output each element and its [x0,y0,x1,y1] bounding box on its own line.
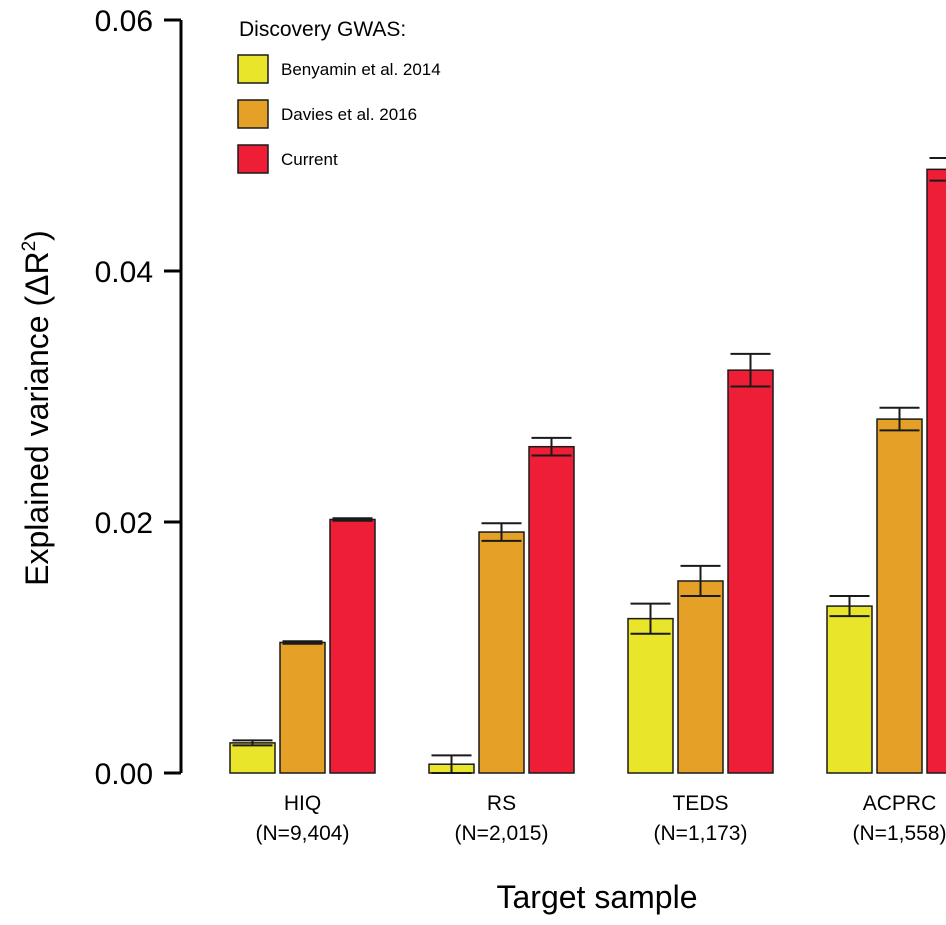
bar-teds-series-1 [627,617,674,774]
bars-group [229,157,946,774]
bar-teds-series-3 [727,369,774,774]
bar-rs-series-2 [478,531,525,774]
y-axis-title-main: Explained variance (ΔR [19,251,55,585]
y-tick-label: 0.04 [95,256,153,289]
y-axis-title-superscript: 2 [19,241,40,252]
bar-hiq-series-2 [279,641,326,774]
category-sample-size: (N=9,404) [256,822,350,845]
category-label: ACPRC [863,792,937,815]
category-label: RS [487,792,516,815]
category-label: HIQ [284,792,321,815]
bar-hiq-series-3 [329,518,376,774]
y-axis-title: Explained variance (ΔR2) [19,230,55,586]
x-axis-title: Target sample [497,879,698,915]
category-sample-size: (N=2,015) [455,822,549,845]
bar-acprc-series-2 [876,418,923,774]
category-labels: HIQ (N=9,404) RS (N=2,015) TEDS (N=1,173) ACPR… [256,792,946,845]
category-label: TEDS [672,792,728,815]
legend-label: Current [281,150,338,169]
legend: Discovery GWAS: Benyamin et al. 2014 Davi… [237,18,441,174]
y-tick-label: 0.00 [95,758,153,791]
bar-acprc-series-1 [826,605,873,774]
legend-label: Benyamin et al. 2014 [281,60,441,79]
legend-items: Benyamin et al. 2014 Davies et al. 2016 Cu… [237,54,441,174]
legend-title: Discovery GWAS: [239,18,406,41]
y-axis: 0.00 0.02 0.04 0.06 [95,5,183,791]
bar-acprc-series-3 [926,168,946,774]
bar-hiq-series-1 [229,742,276,774]
y-axis-title-close: ) [19,230,55,241]
category-sample-size: (N=1,173) [654,822,748,845]
bar-rs-series-3 [528,445,575,774]
y-tick-label: 0.02 [95,507,153,540]
legend-swatch-series-2 [237,99,269,129]
bar-teds-series-2 [677,580,724,774]
legend-swatch-series-1 [237,54,269,84]
legend-swatch-series-3 [237,144,269,174]
legend-label: Davies et al. 2016 [281,105,417,124]
category-sample-size: (N=1,558) [853,822,946,845]
y-tick-label: 0.06 [95,5,153,38]
